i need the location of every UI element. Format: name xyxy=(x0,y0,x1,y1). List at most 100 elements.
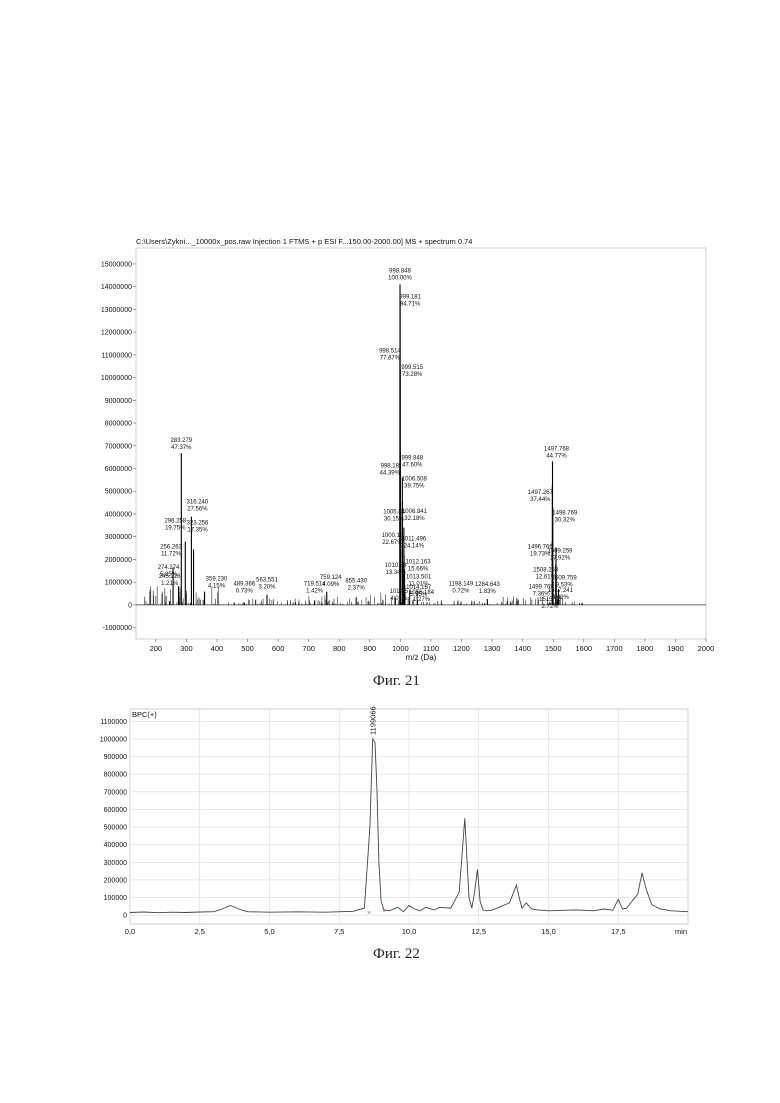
peak-mz: 998.514 xyxy=(379,348,401,354)
x-tick-label: 1600 xyxy=(575,644,592,653)
x-tick-label: 1800 xyxy=(637,644,654,653)
peak-label: 274.2745.85% xyxy=(158,565,180,578)
peak-label: 1010.8313.34% xyxy=(385,563,407,576)
peak-label: 489.3660.73% xyxy=(233,582,255,595)
spectrum-header: C:\Users\Zykni..._10000x_pos.raw Injecti… xyxy=(136,237,472,246)
x-tick-label: 10,0 xyxy=(402,927,417,936)
peak-mz: 1517.241 xyxy=(548,588,574,594)
y-tick-label: 100000 xyxy=(104,895,127,902)
y-tick-label: 11000000 xyxy=(101,352,132,359)
peak-mz: 1508.258 xyxy=(533,567,559,573)
peak-label: 1012.16315.66% xyxy=(406,560,432,573)
peak-percent: 100.00% xyxy=(388,275,412,281)
y-tick-label: 200000 xyxy=(104,877,127,884)
x-tick-label: 1400 xyxy=(514,644,531,653)
x-tick-label: 400 xyxy=(211,644,224,653)
peak-mz: 1000.18 xyxy=(382,533,404,539)
peak-mz: 1006.841 xyxy=(402,509,428,515)
x-tick-label: 1100 xyxy=(423,644,439,653)
y-tick-label: 8000000 xyxy=(105,421,132,428)
y-tick-label: 13000000 xyxy=(101,307,132,314)
peak-label: 1011.49624.14% xyxy=(402,537,427,550)
y-tick-label: 1000000 xyxy=(105,580,132,587)
x-tick-label: 500 xyxy=(241,644,254,653)
y-tick-label: 600000 xyxy=(104,807,127,814)
peak-percent: 22.67% xyxy=(382,540,403,546)
peak-label: 256.26311.72% xyxy=(160,544,182,557)
peak-percent: 1.42% xyxy=(306,588,324,594)
peak-mz: 489.366 xyxy=(233,582,255,588)
y-tick-label: 1100000 xyxy=(100,719,127,726)
x-tick-label: 5,0 xyxy=(264,927,274,936)
peak-percent: 15.66% xyxy=(408,567,429,573)
peak-percent: 47.37% xyxy=(171,445,192,451)
peak-label: 563.5513.20% xyxy=(256,578,278,591)
x-tick-label: 2000 xyxy=(698,644,715,653)
peak-mz: 1509.759 xyxy=(552,575,578,581)
x-tick-label: 7,5 xyxy=(334,927,344,936)
peak-mz: 1056.184 xyxy=(409,590,435,596)
x-tick-label: 1700 xyxy=(606,644,623,653)
peak-label: 323.25617.35% xyxy=(187,520,209,533)
x-tick-label: 900 xyxy=(364,644,377,653)
peak-mz: 1010.83 xyxy=(385,563,407,569)
peak-percent: 27.56% xyxy=(187,507,208,513)
peak-mz: 1515.73 xyxy=(539,597,561,603)
peak-label: 1006.50839.75% xyxy=(402,476,428,489)
peak-percent: 1.21% xyxy=(161,581,179,587)
peak-label: 1498.76930.32% xyxy=(552,511,578,524)
peak-percent: 73.28% xyxy=(402,372,423,378)
peak-percent: 0.73% xyxy=(236,589,254,595)
peak-percent: 37.44% xyxy=(530,497,551,503)
peak-label: 759.1244.09% xyxy=(320,575,342,588)
peak-mz: 323.256 xyxy=(187,520,209,526)
peak-percent: 39.75% xyxy=(404,483,425,489)
peak-label: 1006.84132.18% xyxy=(402,509,428,522)
peak-label: 359.2304.15% xyxy=(206,577,228,590)
y-tick-label: 7000000 xyxy=(105,443,132,450)
x-tick-label: 800 xyxy=(333,644,346,653)
x-tick-label: 2,5 xyxy=(195,927,205,936)
peak-percent: 2.72% xyxy=(541,604,559,610)
peak-mz: 1014.5 xyxy=(390,589,409,595)
peak-mz: 999.181 xyxy=(399,294,421,300)
peak-label: 1509.25917.92% xyxy=(547,548,573,561)
peak-label: 1014.54.01% xyxy=(390,589,409,602)
x-tick-label: 700 xyxy=(302,644,315,653)
peak-label: 998.848100.00% xyxy=(388,268,412,281)
chromatogram-chart: 0100000200000300000400000500000600000700… xyxy=(100,706,688,936)
peak-label: 1497.26737.44% xyxy=(528,490,554,503)
peak-mz: 316.240 xyxy=(187,500,209,506)
peak-mz: 1011.496 xyxy=(402,537,427,543)
peak-label: 998.1844.39% xyxy=(380,464,401,477)
y-tick-label: 6000000 xyxy=(105,466,132,473)
peak-percent: 4.15% xyxy=(208,584,226,590)
peak-mz: 1497.267 xyxy=(528,490,554,496)
chromatogram-trace-label: BPC(+) xyxy=(132,710,157,719)
y-tick-label: 9000000 xyxy=(105,398,132,405)
peak-label: 998.51477.87% xyxy=(379,348,401,361)
peak-percent: 5.85% xyxy=(160,572,178,578)
figure-22-caption: Фиг. 22 xyxy=(373,946,420,963)
peak-mz: 1013.501 xyxy=(406,575,432,581)
x-tick-label: 0,0 xyxy=(125,927,135,936)
x-tick-label: 17,5 xyxy=(611,927,626,936)
y-tick-label: 0 xyxy=(128,602,132,609)
figure-21-caption: Фиг. 21 xyxy=(373,673,420,690)
peak-label: 1509.7599.53% xyxy=(552,575,578,588)
peak-label: 1515.732.72% xyxy=(539,597,561,610)
y-tick-label: 1000000 xyxy=(100,736,127,743)
peak-mz: 1198.149 xyxy=(449,582,474,588)
peak-percent: 19.75% xyxy=(165,526,186,532)
x-tick-label: 12,5 xyxy=(471,927,486,936)
peak-label: 999.18194.71% xyxy=(399,294,421,307)
peak-mz: 274.274 xyxy=(158,565,180,571)
baseline-markers: × × xyxy=(367,908,386,917)
peak-percent: 1.27% xyxy=(413,597,431,603)
peak-label: 283.27947.37% xyxy=(170,438,192,451)
peak-percent: 2.37% xyxy=(348,585,366,591)
peak-percent: 4.01% xyxy=(390,596,408,602)
peak-mz: 359.230 xyxy=(206,577,228,583)
peak-label: 316.24027.56% xyxy=(187,500,209,513)
peak-percent: 13.34% xyxy=(386,570,407,576)
